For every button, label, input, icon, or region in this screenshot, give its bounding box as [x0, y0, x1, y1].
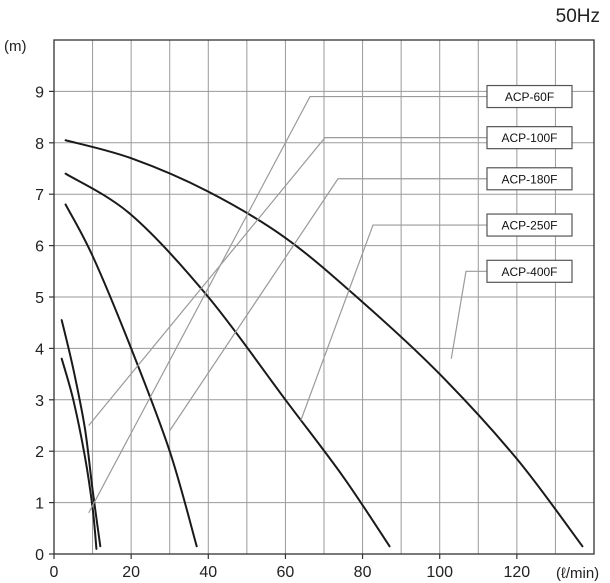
x-tick-label: 20	[122, 564, 140, 581]
y-tick-label: 9	[35, 84, 44, 101]
curve-acp-60f	[60, 357, 98, 550]
y-tick-label: 2	[35, 444, 44, 461]
curve-acp-180f	[64, 203, 198, 548]
leader-line-acp-250f	[300, 224, 487, 421]
x-tick-label: 80	[354, 564, 372, 581]
curve-acp-250f	[64, 172, 391, 548]
x-tick-label: 100	[426, 564, 453, 581]
curve-acp-100f	[60, 319, 102, 548]
series-label-acp-400f: ACP-400F	[501, 265, 557, 279]
y-tick-label: 5	[35, 290, 44, 307]
x-axis-ticks: 0 20 40 60 80 100 120	[50, 554, 531, 581]
series-label-acp-100f: ACP-100F	[501, 131, 557, 145]
series-label-acp-250f: ACP-250F	[501, 219, 557, 233]
y-tick-label: 6	[35, 239, 44, 256]
x-tick-label: 120	[504, 564, 531, 581]
y-tick-label: 1	[35, 496, 44, 513]
x-tick-label: 60	[277, 564, 295, 581]
series-label-acp-60f: ACP-60F	[505, 90, 554, 104]
label-box-acp-100f	[486, 126, 573, 150]
series-label-acp-180f: ACP-180F	[501, 172, 557, 186]
y-tick-label: 8	[35, 136, 44, 153]
y-axis-ticks: 0 1 2 3 4 5 6 7 8 9	[35, 84, 54, 564]
series-curves	[60, 139, 584, 550]
chart-title: 50Hz	[556, 6, 600, 27]
y-tick-label: 4	[35, 341, 44, 358]
label-box-acp-250f	[486, 213, 573, 237]
y-tick-label: 3	[35, 393, 44, 410]
x-axis-label: (ℓ/min)	[556, 565, 599, 582]
label-box-acp-180f	[486, 167, 573, 191]
label-box-acp-60f	[486, 84, 573, 109]
leader-line-acp-60f	[88, 95, 487, 514]
leader-line-acp-180f	[169, 178, 487, 431]
leader-line-acp-100f	[88, 137, 487, 426]
label-box-acp-400f	[486, 259, 573, 283]
y-tick-label: 0	[35, 547, 44, 564]
series-labels: ACP-60F ACP-100F ACP-180F ACP-250F ACP-400F	[88, 84, 573, 514]
x-tick-label: 0	[50, 564, 59, 581]
leader-line-acp-400f	[450, 270, 487, 359]
x-tick-label: 40	[199, 564, 217, 581]
y-axis-label: (m)	[4, 38, 27, 55]
curve-acp-400f	[64, 139, 584, 548]
grid	[54, 40, 594, 554]
y-tick-label: 7	[35, 187, 44, 204]
